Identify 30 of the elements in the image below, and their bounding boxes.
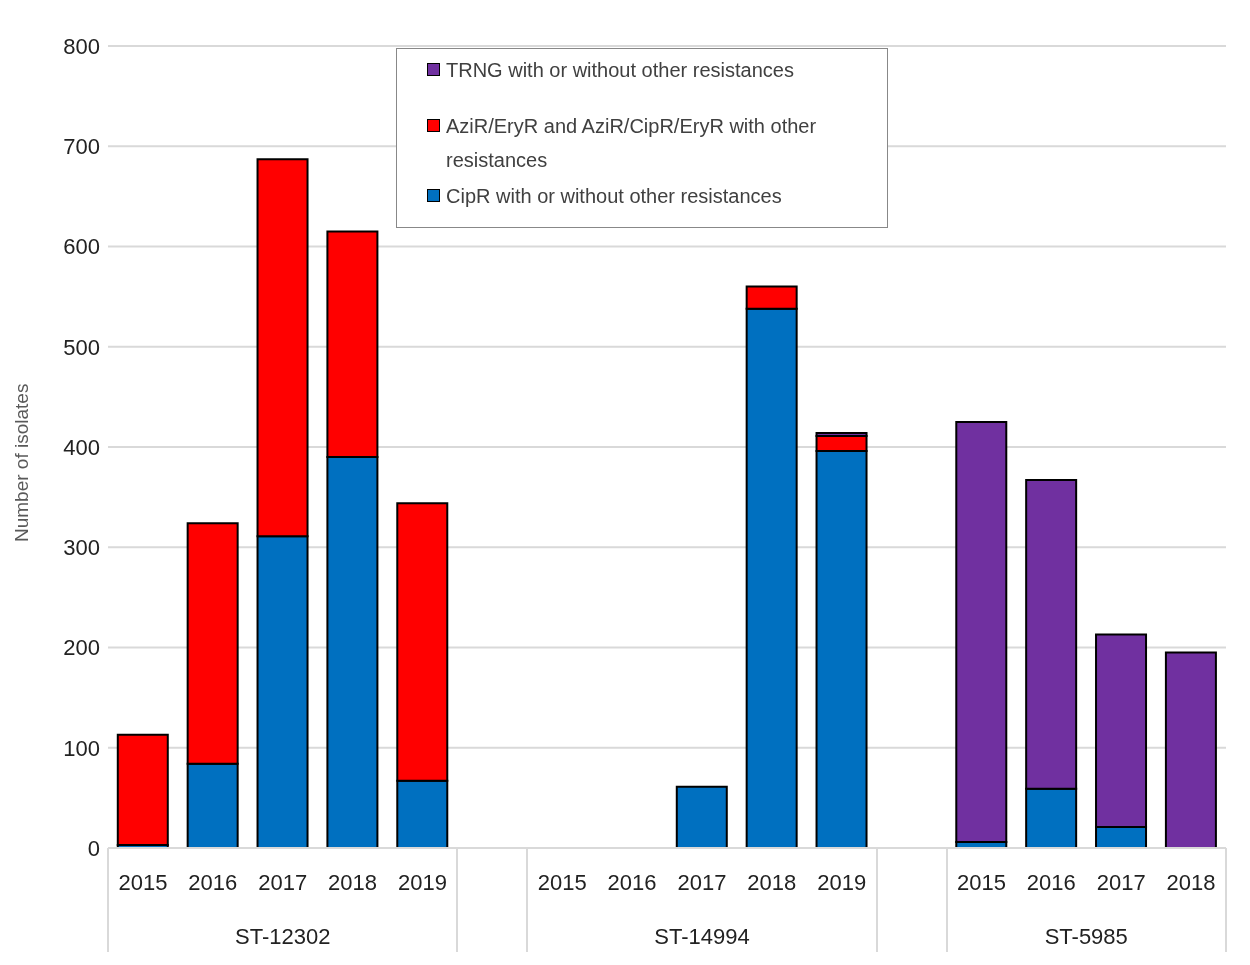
x-tick-label: 2018 — [747, 869, 797, 895]
x-tick-label: 2017 — [258, 869, 308, 895]
x-tick-label: 2018 — [1166, 869, 1216, 895]
y-tick-label: 200 — [63, 635, 100, 661]
x-tick-label: 2017 — [677, 869, 727, 895]
y-tick-label: 600 — [63, 234, 100, 260]
text: ST-14994 — [653, 924, 751, 950]
y-tick-label: 100 — [63, 735, 100, 761]
text: ST-5985 — [1043, 924, 1129, 950]
legend-label: AziR/EryR and AziR/CipR/EryR with other resistances — [446, 114, 818, 173]
x-tick-label: 2016 — [188, 869, 238, 895]
x-tick-label: 2019 — [817, 869, 867, 895]
legend-label: TRNG with or without other resistances — [446, 58, 794, 83]
x-tick-label: 2016 — [607, 869, 657, 895]
y-axis-title: Number of isolates — [10, 383, 32, 542]
x-tick-label: 2018 — [328, 869, 378, 895]
text: ST-12302 — [234, 924, 332, 950]
x-tick-label: 2017 — [1096, 869, 1146, 895]
x-tick-label: 2015 — [537, 869, 587, 895]
x-tick-label: 2016 — [1026, 869, 1076, 895]
x-tick-label: 2019 — [397, 869, 447, 895]
x-tick-label: 2015 — [956, 869, 1006, 895]
x-tick-label: 2015 — [118, 869, 168, 895]
y-tick-label: 0 — [87, 835, 100, 861]
legend-label: CipR with or without other resistances — [446, 184, 782, 209]
y-tick-label: 800 — [63, 33, 100, 59]
y-tick-label: 500 — [63, 334, 100, 360]
y-tick-label: 700 — [63, 134, 100, 160]
y-tick-label: 400 — [63, 434, 100, 460]
y-tick-label: 300 — [63, 535, 100, 561]
